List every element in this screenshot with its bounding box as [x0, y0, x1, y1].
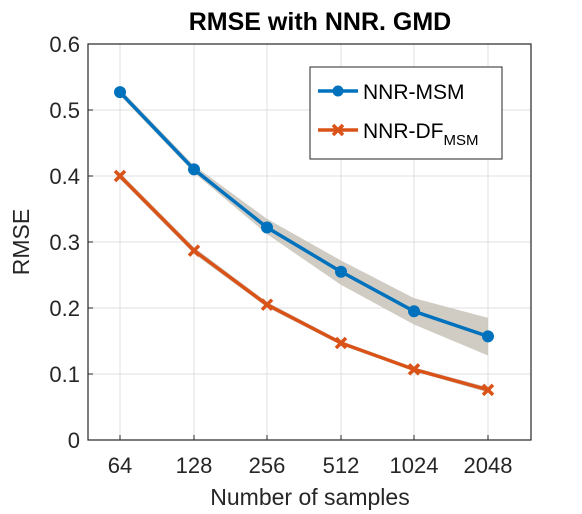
- data-point: [261, 221, 273, 234]
- x-tick-label: 512: [323, 453, 360, 478]
- x-tick-label: 1024: [390, 453, 439, 478]
- y-tick-label: 0.3: [49, 230, 80, 255]
- series-band: [120, 172, 488, 393]
- legend-item: NNR-MSM: [318, 81, 464, 104]
- y-tick-label: 0.4: [49, 164, 80, 189]
- data-point: [188, 163, 200, 176]
- y-tick-label: 0.5: [49, 98, 80, 123]
- y-axis-label: RMSE: [8, 209, 34, 275]
- data-point: [114, 86, 126, 99]
- legend-marker: [331, 123, 345, 137]
- legend-label: NNR-DFMSM: [363, 120, 478, 149]
- data-point: [481, 383, 495, 397]
- legend-box: [309, 66, 503, 160]
- data-point: [335, 265, 347, 278]
- y-tick-label: 0: [68, 428, 80, 453]
- y-tick-label: 0.6: [49, 32, 80, 57]
- x-tick-label: 128: [176, 453, 213, 478]
- series-line: [118, 90, 489, 339]
- y-tick-label: 0.1: [49, 362, 80, 387]
- legend: NNR-MSM NNR-DFMSM: [309, 66, 503, 160]
- x-axis-label: Number of samples: [210, 484, 409, 510]
- x-tick-label: 2048: [464, 453, 513, 478]
- series-line: [118, 174, 489, 392]
- series-band: [120, 88, 488, 356]
- data-point: [260, 298, 274, 311]
- legend-label: NNR-MSM: [363, 81, 464, 104]
- legend-item: NNR-DFMSM: [318, 120, 478, 149]
- data-point: [482, 330, 494, 343]
- confidence-bands: [120, 88, 488, 393]
- x-tick-label: 256: [249, 453, 286, 478]
- data-point: [187, 244, 201, 257]
- data-point: [334, 336, 348, 350]
- x-tick-label: 64: [108, 453, 132, 478]
- chart-title: RMSE with NNR. GMD: [189, 8, 452, 36]
- x-axis-ticks: 64 128 256 512 1024 2048: [108, 435, 513, 478]
- series-lines: [113, 86, 495, 397]
- data-point: [408, 305, 420, 318]
- y-axis-ticks: 0 0.1 0.2 0.3 0.4 0.5 0.6: [49, 32, 93, 453]
- legend-marker: [332, 85, 344, 97]
- y-tick-label: 0.2: [49, 296, 80, 321]
- data-point: [113, 169, 127, 183]
- data-point: [407, 363, 421, 376]
